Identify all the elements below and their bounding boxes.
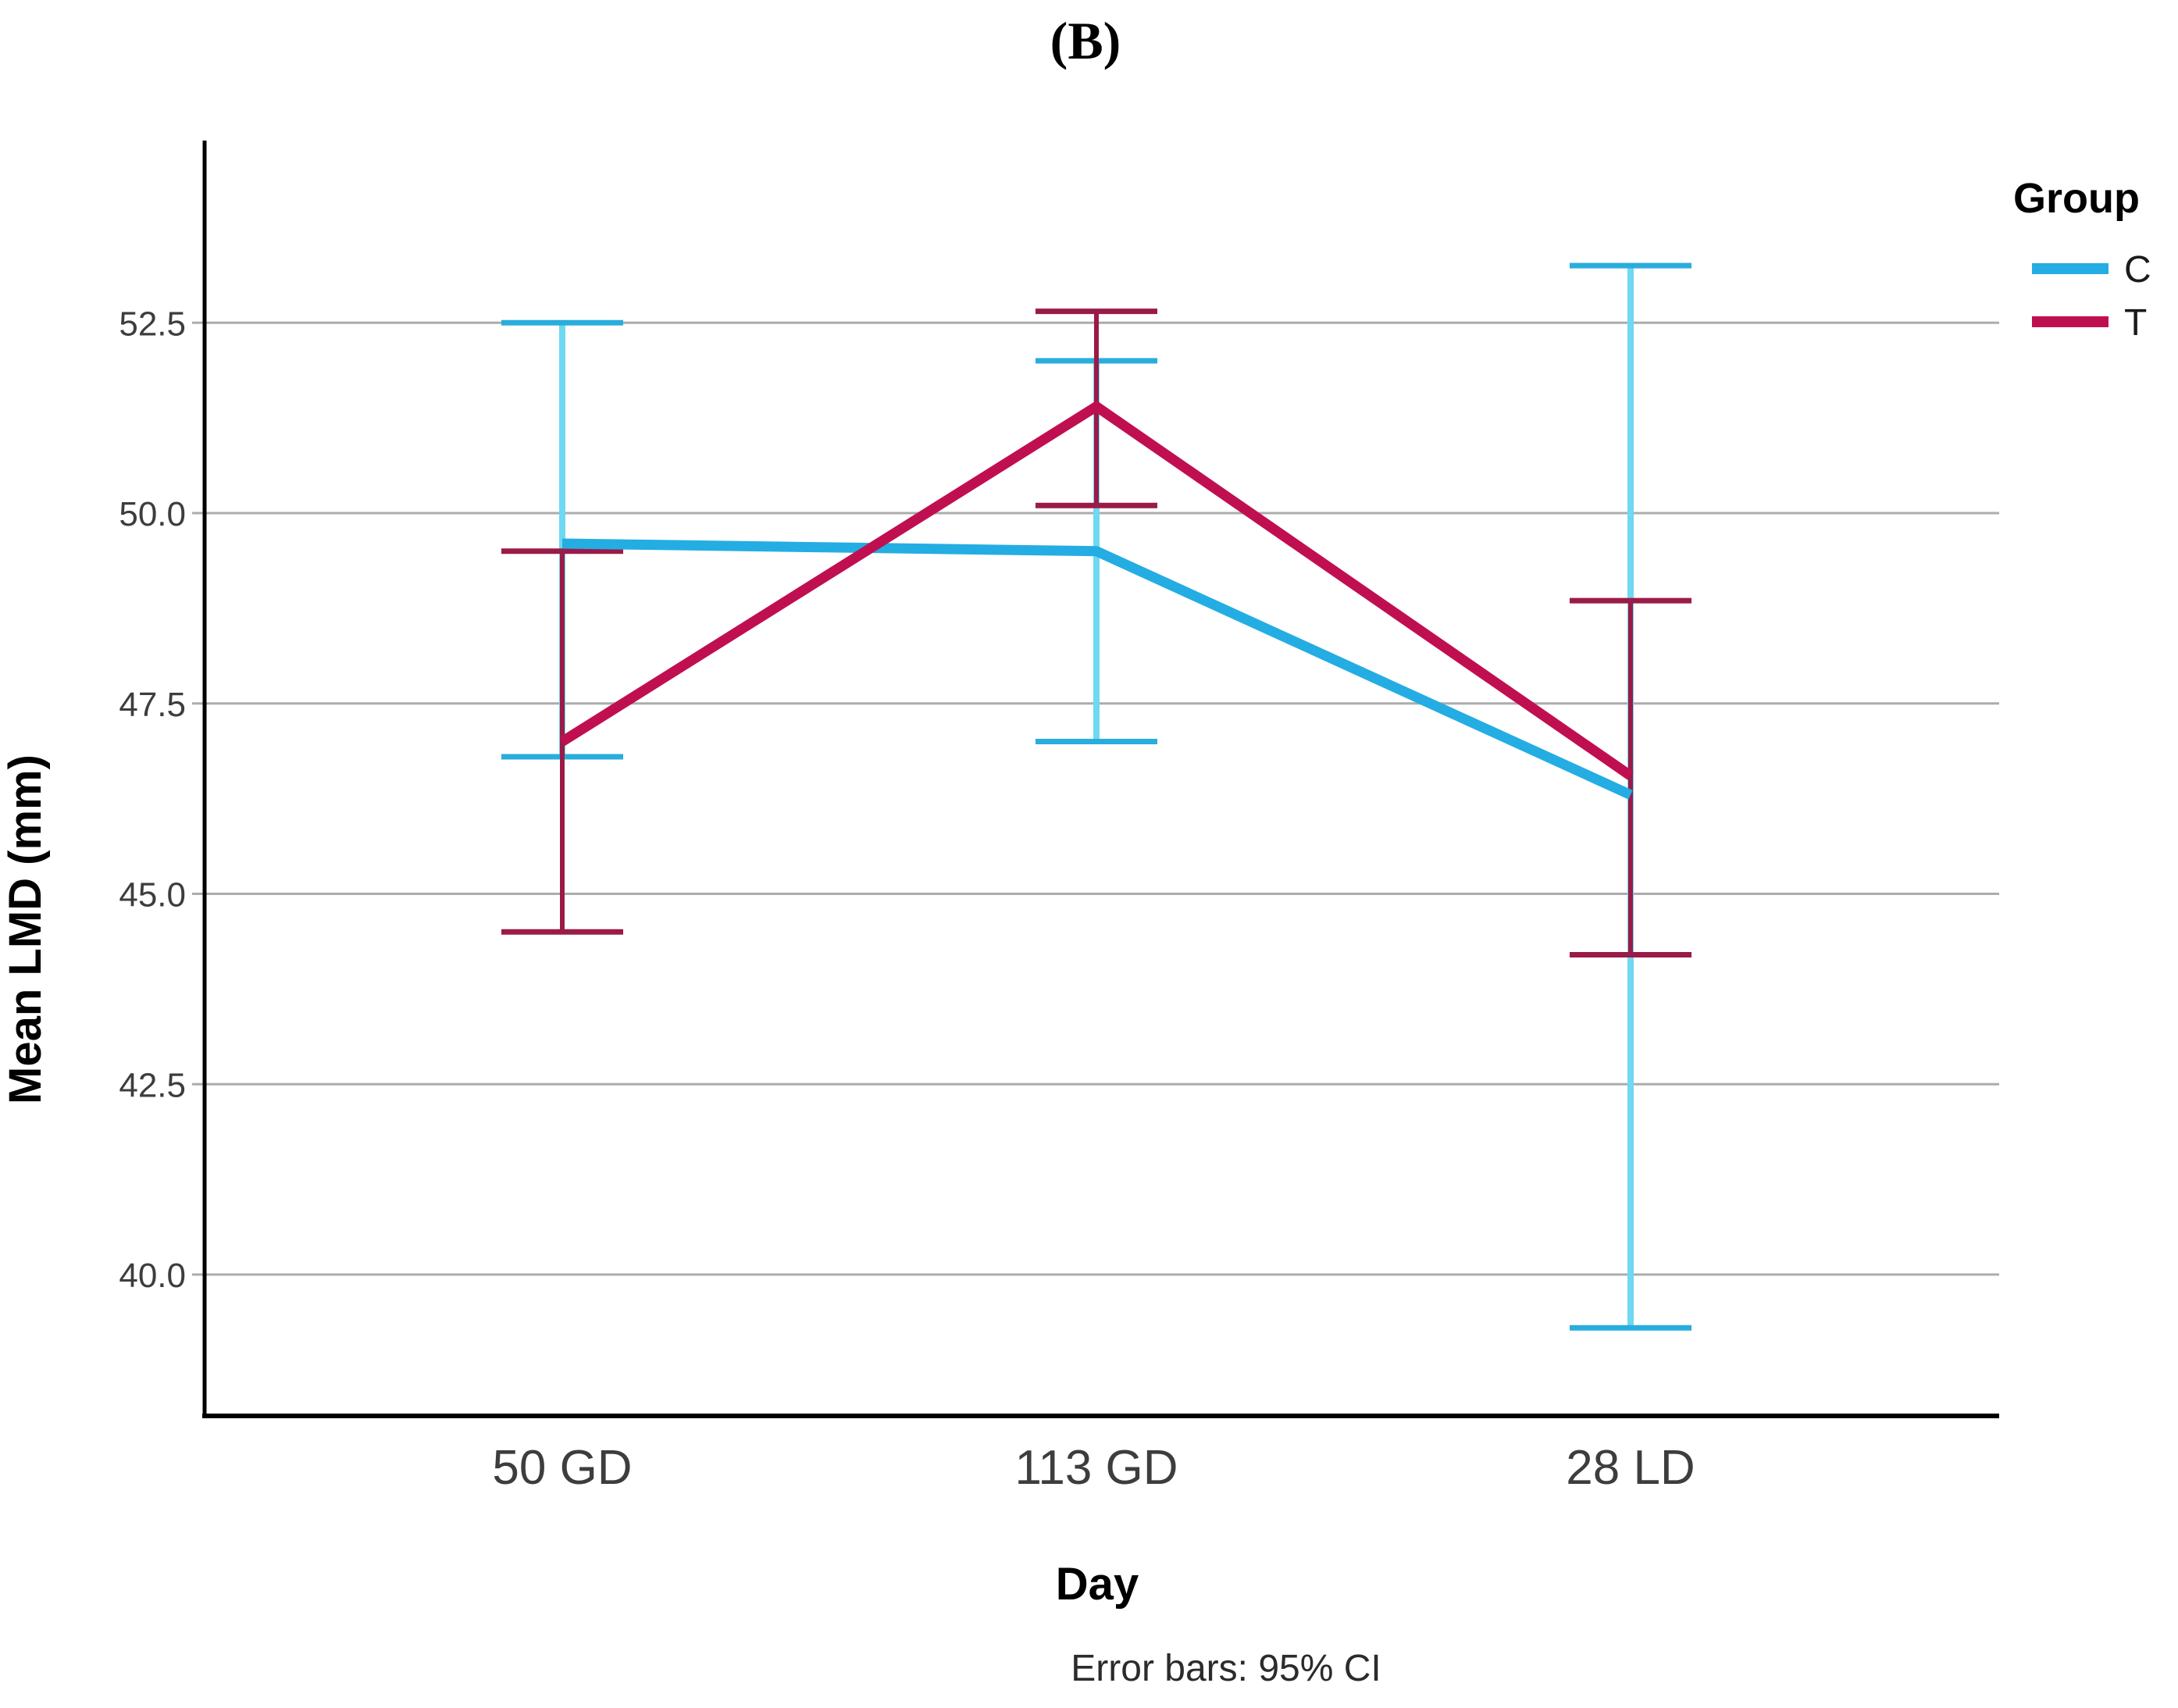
y-tick-label: 50.0 (119, 495, 186, 533)
legend-title: Group (2013, 175, 2140, 222)
y-tick-label: 47.5 (119, 686, 186, 724)
y-tick-label: 52.5 (119, 305, 186, 343)
x-axis-title: Day (1056, 1559, 1139, 1610)
y-tick-label: 45.0 (119, 876, 186, 915)
series-line-T (559, 400, 1634, 780)
series-lines-layer (559, 400, 1634, 800)
x-tick-label: 113 GD (1014, 1441, 1178, 1495)
y-tick-label: 40.0 (119, 1257, 186, 1295)
legend-label-T: T (2124, 302, 2147, 344)
series-line-C (561, 538, 1633, 800)
gridlines-layer (192, 321, 1999, 1276)
y-axis-title: Mean LMD (mm) (0, 754, 51, 1104)
legend: Group C T (2013, 175, 2151, 344)
y-tick-labels: 52.5 50.0 47.5 45.0 42.5 40.0 (119, 305, 186, 1295)
x-tick-label: 28 LD (1566, 1441, 1695, 1495)
x-tick-labels: 50 GD 113 GD 28 LD (492, 1441, 1695, 1495)
legend-label-C: C (2124, 249, 2151, 291)
panel-label: (B) (1050, 11, 1121, 70)
error-bars-layer (501, 262, 1691, 1331)
x-tick-label: 50 GD (492, 1441, 632, 1495)
y-tick-label: 42.5 (119, 1066, 186, 1104)
error-bars-caption: Error bars: 95% CI (1071, 1648, 1381, 1689)
